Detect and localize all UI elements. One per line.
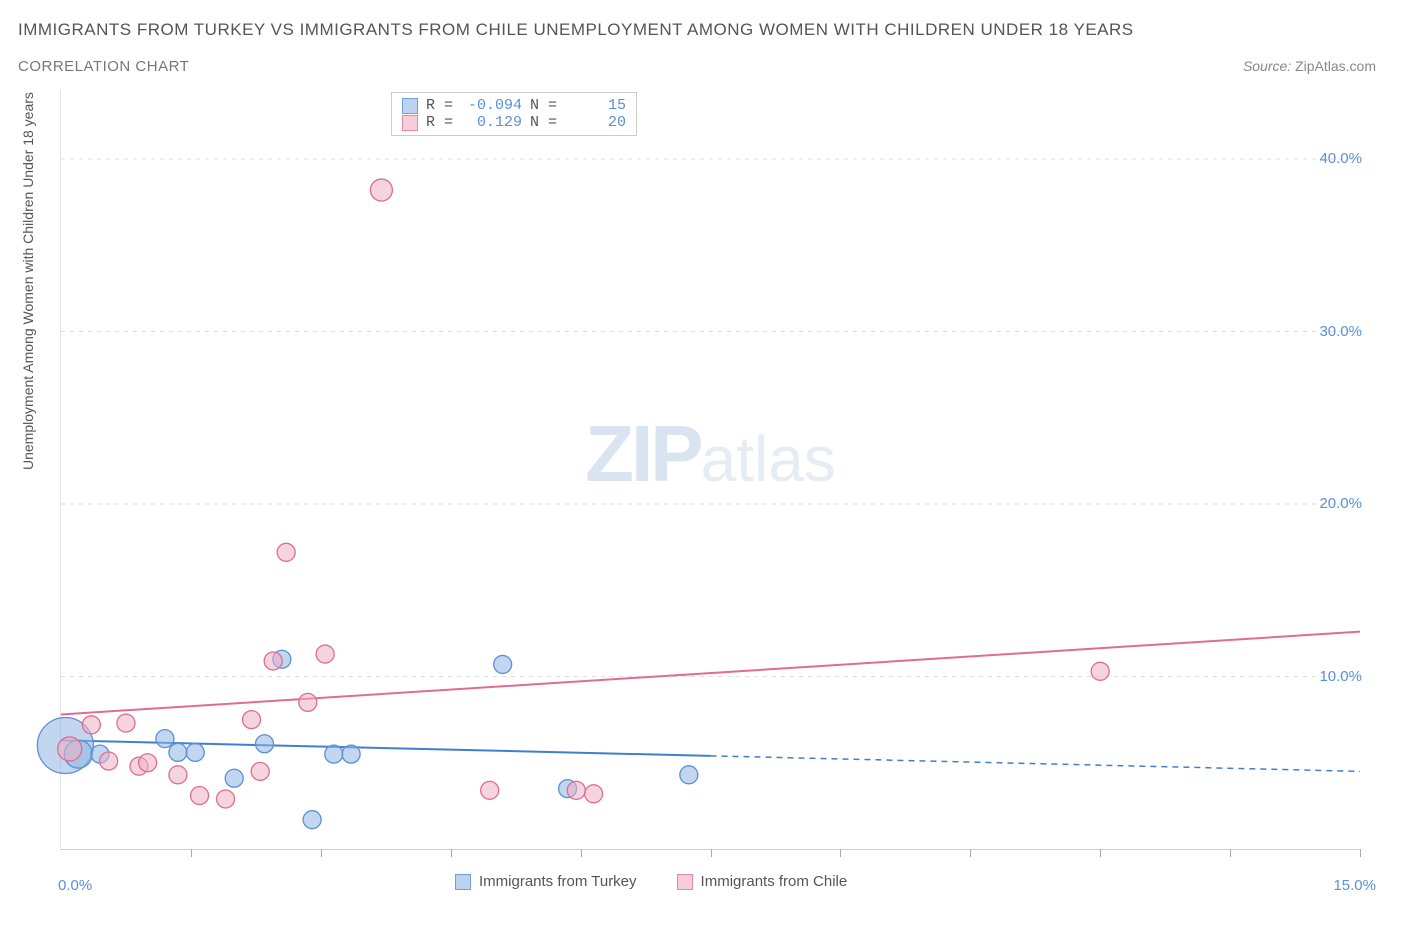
x-axis-tick xyxy=(840,849,841,857)
x-axis-min-label: 0.0% xyxy=(58,877,92,894)
source-attribution: Source: ZipAtlas.com xyxy=(1243,58,1376,74)
x-axis-tick xyxy=(970,849,971,857)
source-value: ZipAtlas.com xyxy=(1295,58,1376,74)
y-axis-tick-label: 30.0% xyxy=(1319,323,1362,340)
x-axis-tick xyxy=(191,849,192,857)
legend-item-turkey: Immigrants from Turkey xyxy=(455,873,637,890)
legend-label: Immigrants from Turkey xyxy=(479,873,637,890)
x-axis-tick xyxy=(1230,849,1231,857)
chart-svg xyxy=(61,90,1360,849)
legend-swatch-chile xyxy=(677,874,693,890)
y-axis-tick-label: 40.0% xyxy=(1319,150,1362,167)
y-axis-tick-label: 10.0% xyxy=(1319,668,1362,685)
x-axis-tick xyxy=(581,849,582,857)
legend-series: Immigrants from Turkey Immigrants from C… xyxy=(455,873,847,890)
y-axis-tick-label: 20.0% xyxy=(1319,495,1362,512)
chart-title: IMMIGRANTS FROM TURKEY VS IMMIGRANTS FRO… xyxy=(18,20,1134,40)
plot-area: ZIPatlas R = -0.094 N = 15 R = 0.129 N =… xyxy=(60,90,1360,850)
legend-swatch-turkey xyxy=(455,874,471,890)
chart-subtitle: CORRELATION CHART xyxy=(18,58,189,75)
x-axis-tick xyxy=(1360,849,1361,857)
x-axis-max-label: 15.0% xyxy=(1333,877,1376,894)
x-axis-tick xyxy=(711,849,712,857)
x-axis-tick xyxy=(1100,849,1101,857)
x-axis-tick xyxy=(321,849,322,857)
y-axis-label: Unemployment Among Women with Children U… xyxy=(20,92,36,470)
legend-item-chile: Immigrants from Chile xyxy=(677,873,848,890)
legend-label: Immigrants from Chile xyxy=(701,873,848,890)
x-axis-tick xyxy=(451,849,452,857)
source-prefix: Source: xyxy=(1243,58,1295,74)
